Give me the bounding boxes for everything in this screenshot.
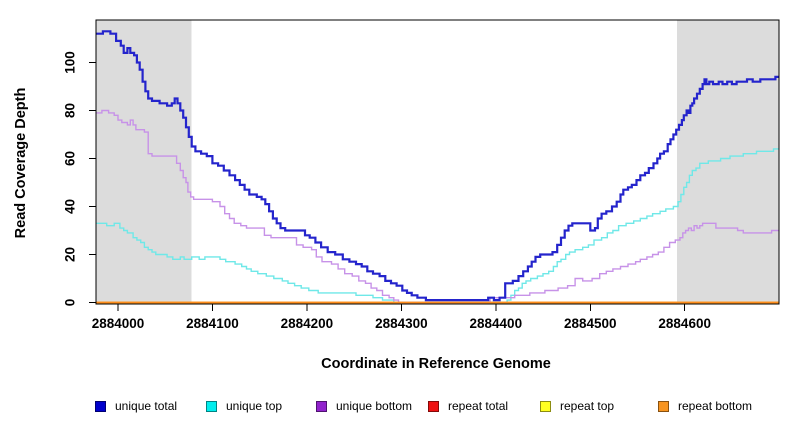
shaded-repeat-region [677,20,780,304]
legend-label: repeat bottom [678,399,753,413]
legend-item-repeat-top: repeat top [540,398,614,414]
legend-swatch-icon [95,400,106,412]
y-tick-label: 100 [62,51,78,74]
x-tick-label: 2884100 [186,316,239,331]
series-line-unique-bottom [96,109,780,304]
x-tick-label: 2884500 [563,316,617,331]
legend-swatch-icon [316,400,327,412]
chart-legend: unique total unique top unique bottom repea… [0,398,792,418]
legend-item-unique-total: unique total [95,398,177,414]
x-tick-label: 2884300 [375,316,428,331]
y-tick-label: 80 [62,102,78,119]
legend-item-repeat-total: repeat total [428,398,508,414]
shaded-repeat-region [96,20,192,304]
x-tick-label: 2884400 [469,316,523,331]
y-tick-label: 20 [62,246,78,263]
x-tick-label: 2884600 [658,316,711,331]
plot-box [95,19,780,305]
legend-item-unique-bottom: unique bottom [316,398,412,414]
legend-label: unique total [115,399,178,413]
legend-swatch-icon [428,400,439,412]
legend-item-unique-top: unique top [206,398,282,414]
legend-item-repeat-bottom: repeat bottom [658,398,752,414]
x-axis-title: Coordinate in Reference Genome [321,356,551,372]
legend-swatch-icon [206,400,217,412]
y-tick-label: 40 [62,198,78,215]
series-line-unique-total [96,30,780,302]
legend-label: unique bottom [336,399,413,413]
legend-swatch-icon [540,400,551,412]
y-tick-label: 60 [62,150,78,167]
x-tick-label: 2884200 [280,316,334,331]
x-tick-label: 2884000 [91,316,145,331]
legend-label: repeat top [560,399,615,413]
series-line-unique-top [96,148,780,304]
legend-swatch-icon [658,400,669,412]
legend-label: unique top [226,399,283,413]
y-axis-title: Read Coverage Depth [13,87,29,239]
legend-label: repeat total [448,399,509,413]
